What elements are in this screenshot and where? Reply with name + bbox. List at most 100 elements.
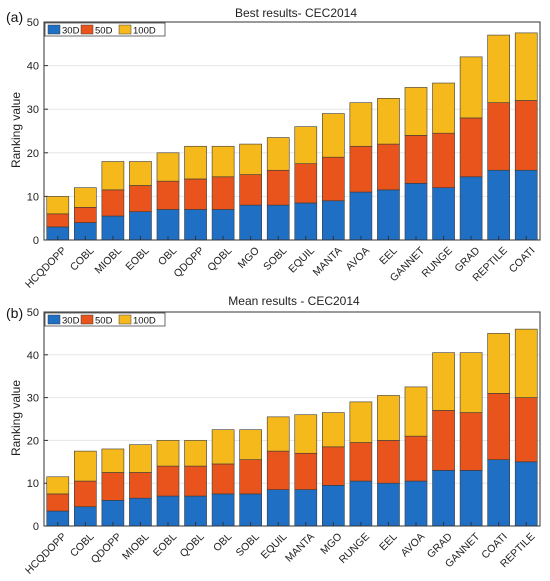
bar-50D-EEL: [377, 440, 400, 484]
bar-50D-EOBL: [129, 185, 152, 212]
bar-30D-EQUIL: [294, 202, 318, 241]
legend-swatch-30D: [47, 24, 61, 35]
bar-100D-MIOBL: [101, 161, 125, 191]
bar-100D-EEL: [377, 98, 400, 145]
bar-100D-MGO: [322, 412, 345, 448]
bar-30D-EEL: [377, 189, 400, 241]
bar-30D-EEL: [377, 482, 400, 527]
bar-30D-MGO: [322, 485, 345, 527]
bar-50D-RUNGE: [432, 132, 455, 188]
x-tick-label: EOBL: [123, 245, 151, 273]
x-tick-label: RUNGE: [337, 531, 372, 566]
bar-100D-SOBL: [239, 429, 262, 460]
bar-100D-EQUIL: [266, 416, 290, 452]
bar-50D-COATI: [487, 393, 510, 460]
legend-label-100D: 100D: [133, 316, 156, 327]
bar-50D-MGO: [239, 174, 262, 206]
bar-100D-QOBL: [184, 440, 207, 467]
bar-30D-RUNGE: [432, 187, 455, 241]
bar-30D-QDOPP: [184, 209, 207, 241]
legend-label-100D: 100D: [133, 26, 156, 37]
bar-50D-COBL: [74, 480, 97, 508]
x-tick-label: HCQDOPP: [23, 245, 69, 291]
bar-30D-RUNGE: [349, 480, 373, 527]
bar-100D-MANTA: [294, 414, 318, 454]
legend: 30D 50D 100D: [44, 22, 166, 37]
y-tick-label: 40: [27, 350, 39, 362]
legend: 30D 50D 100D: [44, 312, 166, 327]
bar-100D-COATI: [514, 32, 538, 101]
x-tick-label: AVOA: [399, 531, 428, 560]
bar-100D-EEL: [377, 395, 400, 441]
y-axis-label: Ranking value: [9, 380, 23, 456]
bar-50D-RUNGE: [349, 442, 373, 482]
y-tick-label: 20: [27, 148, 39, 160]
bar-30D-MANTA: [322, 200, 345, 241]
panel-label: (a): [6, 9, 23, 25]
bar-50D-REPTILE: [487, 102, 510, 171]
bar-50D-EQUIL: [266, 450, 290, 490]
x-tick-label: AVOA: [344, 245, 373, 274]
x-tick-label: MIOBL: [93, 245, 125, 277]
bar-50D-COATI: [514, 100, 538, 171]
x-tick-label: SOBL: [234, 531, 262, 559]
bar-100D-HCQDOPP: [46, 196, 70, 215]
plot-area: [44, 312, 540, 526]
bar-50D-EQUIL: [294, 163, 318, 204]
bar-100D-GANNET: [459, 352, 483, 413]
bar-30D-GANNET: [459, 470, 483, 527]
panel-label: (b): [6, 305, 23, 321]
y-tick-label: 10: [27, 478, 39, 490]
legend-label-50D: 50D: [95, 316, 113, 327]
bar-50D-EEL: [377, 143, 400, 191]
x-tick-label: EOBL: [151, 531, 179, 559]
x-tick-label: EEL: [377, 245, 400, 268]
x-tick-label: QDOPP: [89, 531, 124, 566]
bar-30D-GRAD: [459, 176, 483, 241]
bar-50D-AVOA: [404, 435, 428, 482]
legend-swatch-50D: [80, 314, 94, 325]
bar-30D-COATI: [514, 169, 538, 241]
bar-100D-MANTA: [322, 113, 345, 158]
legend-swatch-100D: [118, 24, 132, 35]
legend-swatch-100D: [118, 314, 132, 325]
bar-50D-AVOA: [349, 145, 373, 193]
bar-30D-MGO: [239, 204, 262, 241]
x-tick-label: SOBL: [261, 245, 289, 273]
bar-100D-AVOA: [349, 102, 373, 147]
y-tick-label: 50: [27, 17, 39, 29]
bar-30D-EOBL: [129, 211, 152, 241]
x-tick-label: OBL: [211, 531, 234, 554]
bar-50D-HCQDOPP: [46, 493, 70, 512]
bar-100D-COATI: [487, 333, 510, 394]
x-tick-label: HCQDOPP: [23, 531, 69, 577]
bar-100D-REPTILE: [487, 34, 510, 103]
x-tick-label: QDOPP: [171, 245, 206, 280]
bar-30D-GRAD: [432, 470, 455, 527]
bar-100D-COBL: [74, 187, 97, 208]
bar-100D-REPTILE: [514, 328, 538, 398]
bar-50D-MANTA: [322, 156, 345, 202]
bar-50D-QDOPP: [101, 472, 125, 501]
bar-100D-MIOBL: [129, 444, 152, 473]
axes-box: [43, 21, 541, 241]
bar-100D-RUNGE: [432, 82, 455, 134]
legend-label-30D: 30D: [62, 26, 80, 37]
x-tick-label: MANTA: [311, 245, 345, 279]
bar-50D-SOBL: [239, 459, 262, 495]
bar-50D-OBL: [156, 180, 180, 210]
y-tick-label: 40: [27, 61, 39, 73]
bar-50D-GANNET: [404, 135, 428, 184]
chart-title: Best results- CEC2014: [235, 6, 357, 20]
bar-100D-OBL: [211, 429, 235, 465]
bar-30D-COATI: [487, 459, 510, 527]
bar-30D-SOBL: [239, 493, 262, 527]
x-tick-label: MIOBL: [120, 531, 152, 563]
bar-100D-GRAD: [459, 56, 483, 119]
bar-100D-RUNGE: [349, 401, 373, 443]
legend-label-50D: 50D: [95, 26, 113, 37]
bar-100D-HCQDOPP: [46, 476, 70, 495]
bar-30D-REPTILE: [514, 461, 538, 527]
legend-swatch-30D: [47, 314, 61, 325]
bar-30D-AVOA: [404, 480, 428, 527]
